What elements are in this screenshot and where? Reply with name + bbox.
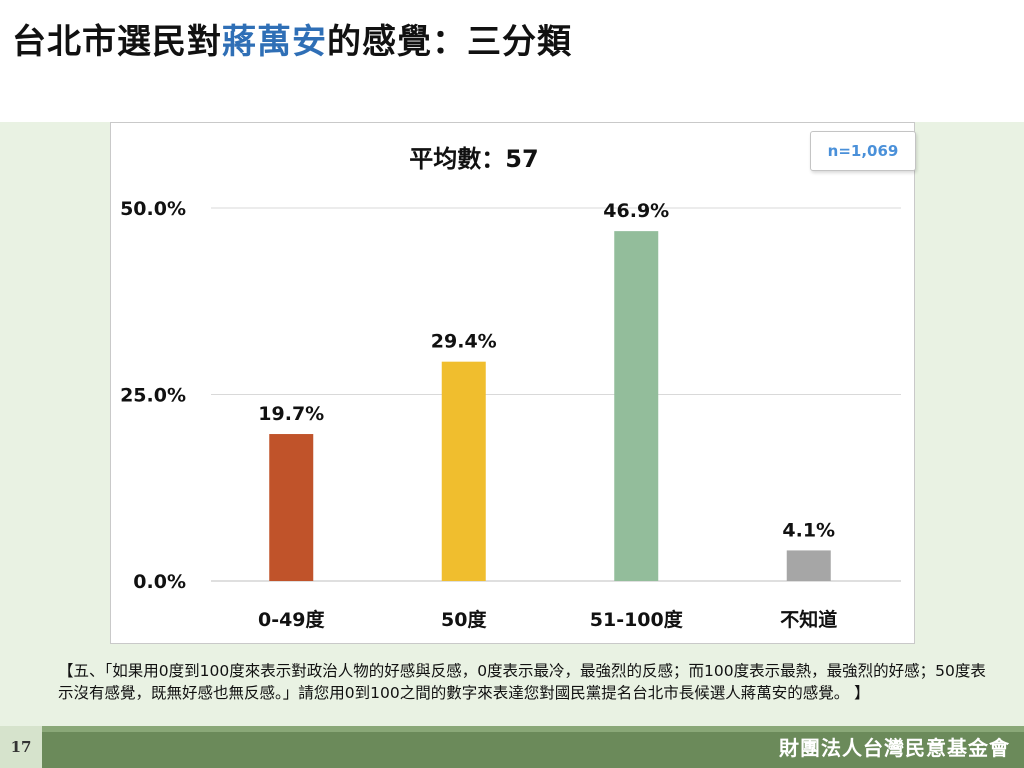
bar xyxy=(614,231,659,581)
bar xyxy=(269,434,314,581)
x-tick-label: 51-100度 xyxy=(590,608,684,631)
y-tick-label: 0.0% xyxy=(133,571,186,593)
title-prefix: 台北市選民對 xyxy=(12,22,222,62)
page-title: 台北市選民對蔣萬安的感覺：三分類 xyxy=(12,14,572,63)
data-label: 29.4% xyxy=(431,331,497,353)
title-highlight: 蔣萬安 xyxy=(222,22,327,62)
data-label: 19.7% xyxy=(258,403,324,425)
data-label: 46.9% xyxy=(603,200,669,222)
chart-container: 平均數：57 0.0% 25.0% 50.0% 19.7% 0-49度 29.4% 50度 4… xyxy=(110,122,916,644)
bars xyxy=(269,231,831,581)
bar xyxy=(441,361,486,581)
labels: 0.0% 25.0% 50.0% 19.7% 0-49度 29.4% 50度 46.9% 51-… xyxy=(120,198,837,631)
page-number: 17 xyxy=(0,726,42,768)
sample-size-badge: n=1,069 xyxy=(810,131,916,171)
bar xyxy=(786,550,831,581)
bar-chart: 平均數：57 0.0% 25.0% 50.0% 19.7% 0-49度 29.4% 50度 4… xyxy=(120,145,901,631)
y-tick-label: 50.0% xyxy=(120,198,186,220)
title-suffix: 的感覺：三分類 xyxy=(327,22,572,62)
chart-title: 平均數：57 xyxy=(409,145,538,173)
question-footnote: 【五、「如果用0度到100度來表示對政治人物的好感與反感，0度表示最冷，最強烈的… xyxy=(58,662,986,702)
gridlines xyxy=(211,207,901,582)
x-tick-label: 不知道 xyxy=(780,608,837,631)
x-tick-label: 0-49度 xyxy=(258,608,326,631)
x-tick-label: 50度 xyxy=(441,608,487,631)
footer-bar xyxy=(0,726,1024,768)
y-tick-label: 25.0% xyxy=(120,385,186,407)
organization-name: 財團法人台灣民意基金會 xyxy=(779,736,1010,760)
footer-stripe xyxy=(0,726,1024,732)
data-label: 4.1% xyxy=(782,519,835,541)
